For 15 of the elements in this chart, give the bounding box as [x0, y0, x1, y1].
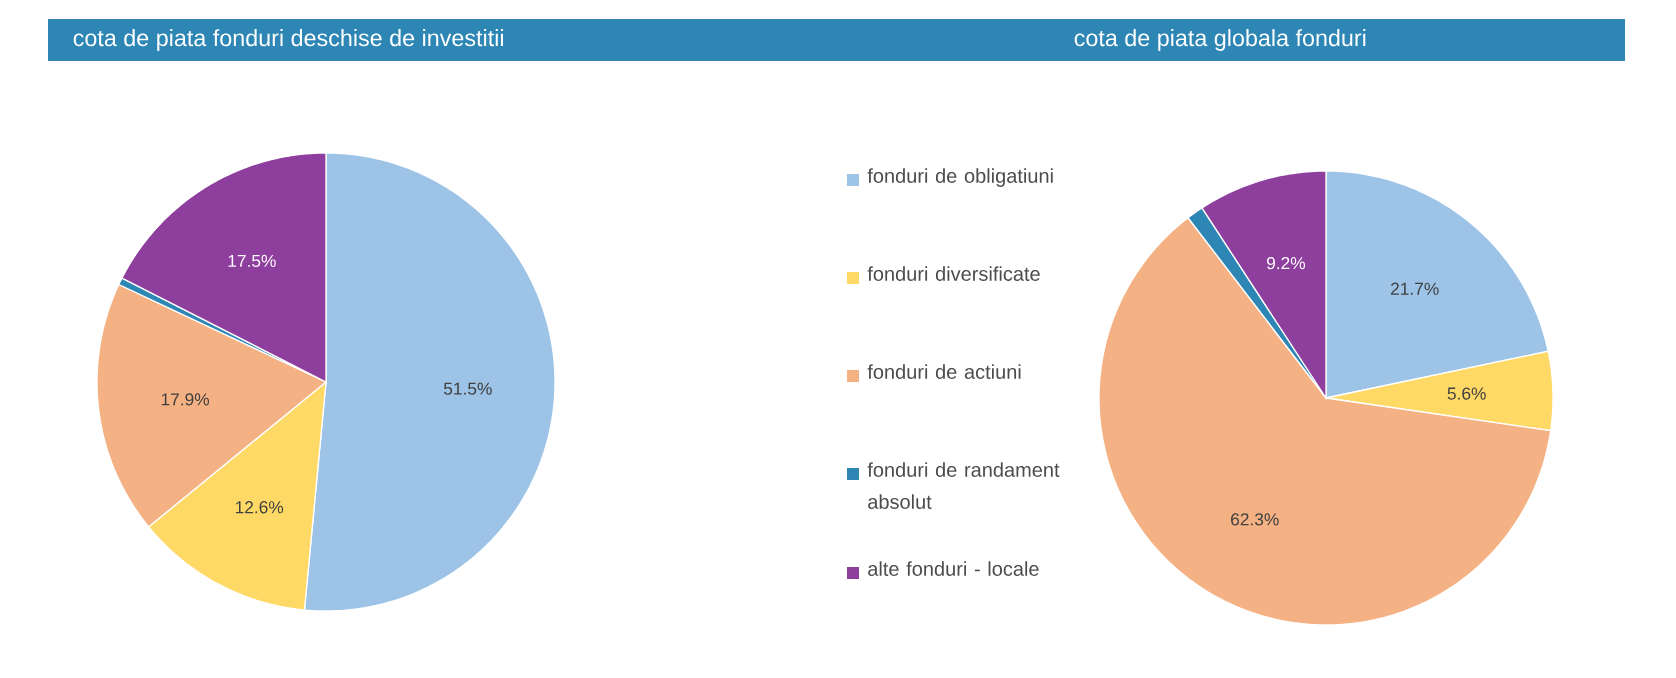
data-label: 17.9% — [161, 393, 210, 406]
legend-label: fonduri diversificate — [867, 266, 1040, 281]
legend-label: fonduri de actiuni — [867, 364, 1021, 379]
chart-title: cota de piata fonduri deschise de investitii — [73, 29, 503, 51]
data-label: 12.6% — [235, 501, 284, 514]
data-label: 51.5% — [443, 382, 492, 395]
chart-title: cota de piata globala fonduri — [1074, 29, 1366, 51]
data-label: 17.5% — [228, 254, 276, 268]
data-label: 5.6% — [1447, 387, 1486, 400]
legend-label: alte fonduri - locale — [868, 561, 1039, 576]
legend-label: fonduri de obligatiuni — [867, 168, 1053, 187]
data-label: 21.7% — [1391, 282, 1439, 295]
data-label: 62.3% — [1231, 513, 1279, 526]
data-label: 9.2% — [1266, 256, 1306, 270]
legend-label: fonduri de randament absolut — [867, 462, 1060, 509]
